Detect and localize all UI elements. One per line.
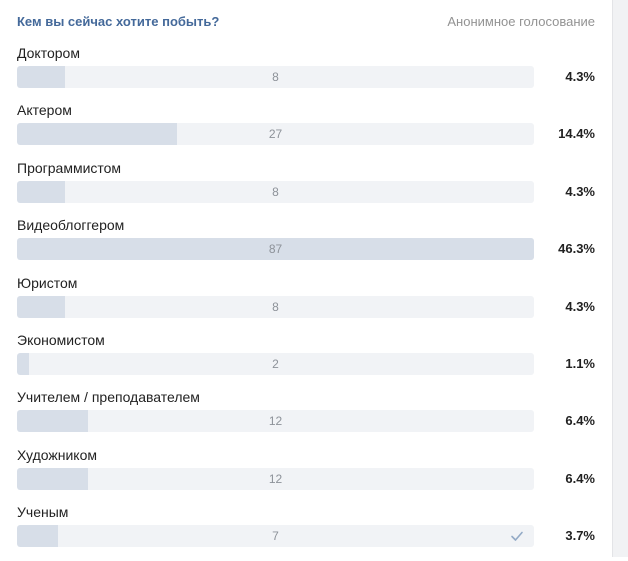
poll-option-vote-count: 27 — [268, 127, 283, 142]
anonymous-voting-label: Анонимное голосование — [447, 13, 595, 29]
poll-header: Кем вы сейчас хотите побыть? Анонимное г… — [17, 12, 595, 30]
poll-option-bar-fill — [17, 295, 65, 318]
poll-option-percent: 6.4% — [565, 470, 595, 486]
poll-option-bar-fill — [17, 180, 65, 203]
poll-option-percent: 4.3% — [565, 69, 595, 84]
poll-option-bar: 27 — [17, 123, 534, 146]
poll-option-label: Учителем / преподавателем — [17, 389, 200, 406]
poll-option-vote-count: 12 — [268, 414, 283, 429]
poll-question: Кем вы сейчас хотите побыть? — [17, 13, 220, 29]
poll-option-label: Программистом — [17, 159, 122, 176]
poll-option[interactable]: Художником 12 6.4% — [17, 446, 595, 503]
check-icon — [511, 531, 523, 541]
poll-option-bar: 87 — [17, 238, 534, 261]
poll-option-percent: 4.3% — [565, 183, 595, 199]
poll-option-bar-fill — [17, 352, 29, 375]
poll-option-label: Ученым — [17, 504, 69, 521]
poll-option-bar: 8 — [17, 295, 534, 318]
poll-option-vote-count: 12 — [268, 471, 283, 486]
poll-option-vote-count: 87 — [268, 242, 283, 257]
poll-option-bar: 8 — [17, 180, 534, 203]
poll-option-percent: 6.4% — [565, 413, 595, 429]
scrollbar-track[interactable] — [612, 0, 628, 557]
poll-option-bar: 2 — [17, 352, 534, 375]
poll-widget: Кем вы сейчас хотите побыть? Анонимное г… — [17, 12, 595, 548]
poll-option-vote-count: 8 — [272, 299, 279, 314]
poll-option[interactable]: Доктором 8 4.3% — [17, 44, 595, 101]
poll-options: Доктором 8 4.3% Актером 27 14.4% Программистом… — [17, 44, 595, 561]
poll-option[interactable]: Учителем / преподавателем 12 6.4% — [17, 388, 595, 445]
poll-option[interactable]: Экономистом 2 1.1% — [17, 331, 595, 388]
poll-option-label: Юристом — [17, 274, 78, 291]
poll-option-percent: 4.3% — [565, 298, 595, 314]
poll-option[interactable]: Актером 27 14.4% — [17, 101, 595, 158]
poll-option-percent: 14.4% — [558, 126, 595, 142]
poll-option-label: Доктором — [17, 45, 80, 61]
poll-option-bar-fill — [17, 410, 89, 433]
poll-option[interactable]: Юристом 8 4.3% — [17, 274, 595, 331]
poll-option-bar: 8 — [17, 66, 534, 88]
poll-option-bar: 12 — [17, 410, 534, 433]
poll-option[interactable]: Видеоблоггером 87 46.3% — [17, 216, 595, 273]
poll-option-vote-count: 8 — [272, 184, 279, 199]
poll-option-bar-fill — [17, 525, 59, 548]
poll-option-bar-fill — [17, 123, 178, 146]
poll-option-label: Видеоблоггером — [17, 217, 125, 234]
poll-option-bar-fill — [17, 467, 89, 490]
poll-option-vote-count: 2 — [272, 356, 279, 371]
poll-option-bar-fill — [17, 66, 65, 88]
poll-option[interactable]: Ученым 7 3.7% — [17, 503, 595, 560]
poll-option-vote-count: 8 — [272, 70, 279, 84]
poll-option-percent: 46.3% — [558, 241, 595, 257]
poll-option-label: Художником — [17, 446, 97, 463]
poll-option-bar: 7 — [17, 525, 534, 548]
poll-option-percent: 3.7% — [565, 528, 595, 544]
poll-option-bar-fill — [17, 238, 534, 261]
poll-option-percent: 1.1% — [565, 355, 595, 371]
poll-option-label: Экономистом — [17, 331, 105, 348]
poll-option-label: Актером — [17, 102, 72, 119]
poll-option-vote-count: 7 — [272, 529, 279, 544]
poll-option[interactable]: Программистом 8 4.3% — [17, 159, 595, 216]
poll-option-bar: 12 — [17, 467, 534, 490]
